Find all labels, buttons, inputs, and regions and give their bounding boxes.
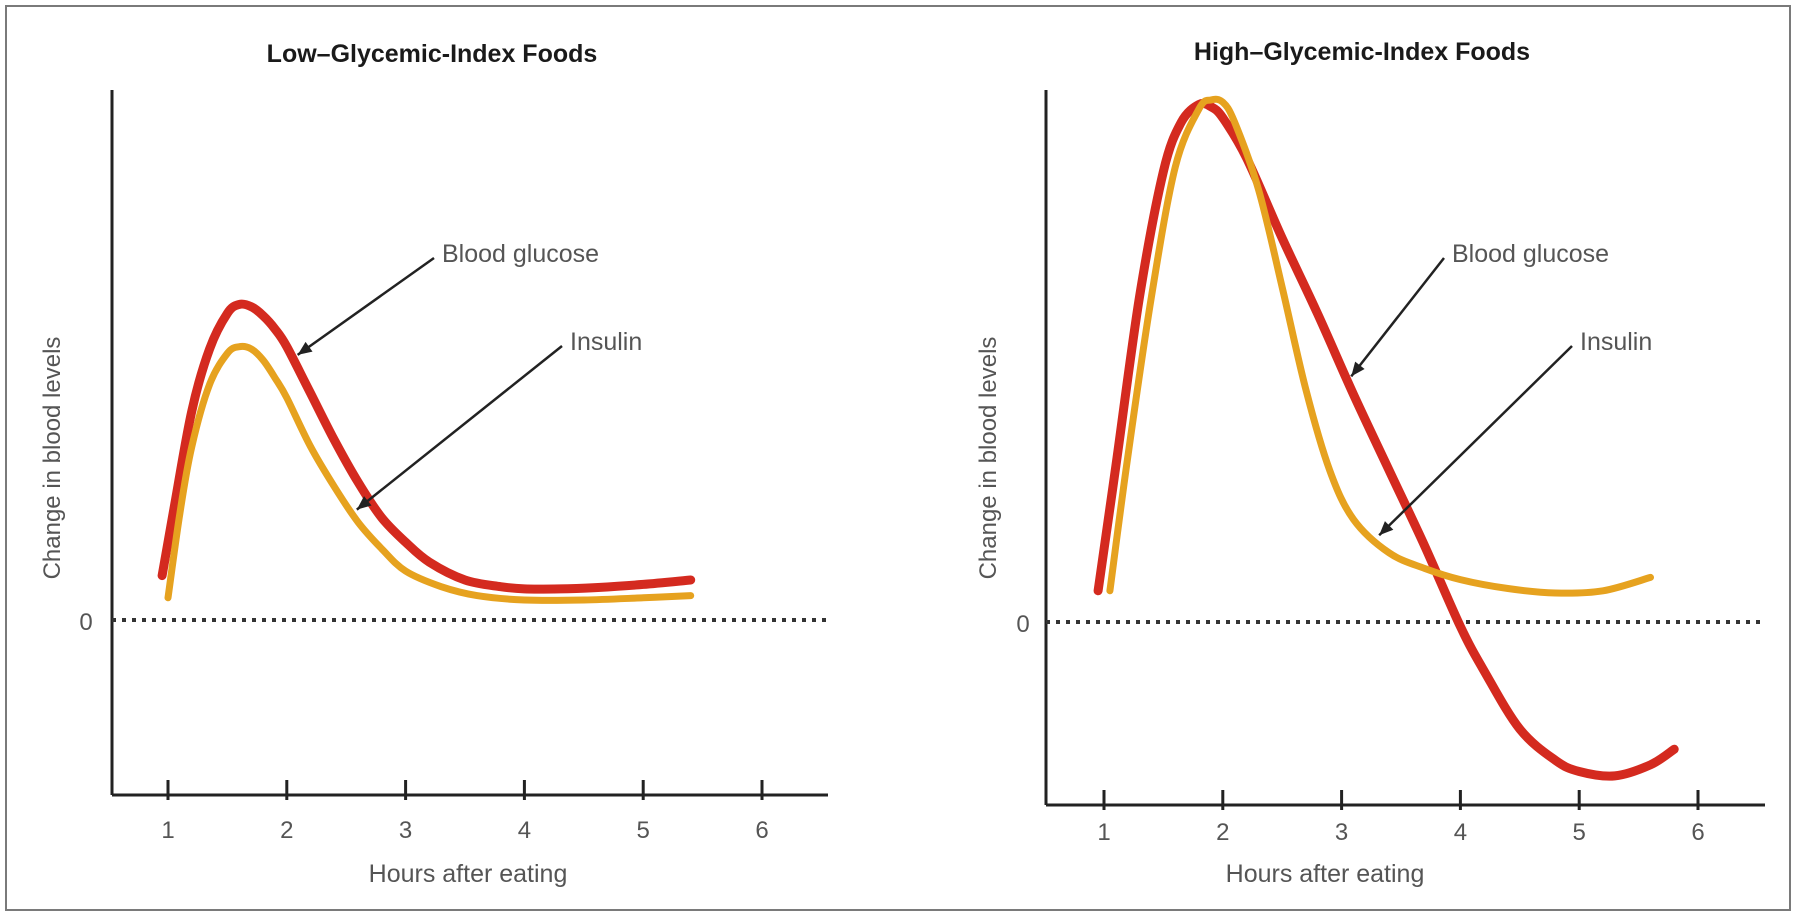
low-gi-x-tick-label-6: 6 xyxy=(755,817,768,844)
high-gi-blood-glucose-line xyxy=(1093,98,1679,781)
low-gi-x-tick-label-4: 4 xyxy=(518,817,531,844)
figure-border xyxy=(5,5,1791,911)
high-gi-blood-glucose-arrowhead xyxy=(1351,361,1365,377)
high-gi-x-tick-label-2: 2 xyxy=(1216,819,1229,846)
low-gi-blood-glucose-line xyxy=(157,299,696,594)
high-gi-x-tick-label-1: 1 xyxy=(1097,819,1110,846)
high-gi-x-tick-label-3: 3 xyxy=(1335,819,1348,846)
low-gi-y-axis-label: Change in blood levels xyxy=(39,337,66,580)
high-gi-x-tick-label-6: 6 xyxy=(1691,819,1704,846)
high-gi-y-axis-label: Change in blood levels xyxy=(975,337,1002,580)
high-gi-insulin-leader xyxy=(1378,345,1573,537)
low-gi-insulin-annotation: Insulin xyxy=(570,328,642,356)
high-gi-insulin-line xyxy=(1106,95,1654,597)
high-gi-chart-title: High–Glycemic-Index Foods xyxy=(1194,38,1530,66)
low-gi-chart-title: Low–Glycemic-Index Foods xyxy=(267,40,598,68)
high-gi-insulin-arrowhead xyxy=(1379,521,1394,536)
high-gi-blood-glucose-leader xyxy=(1350,257,1445,378)
low-gi-x-axis-label: Hours after eating xyxy=(369,860,568,888)
high-gi-x-axis-label: Hours after eating xyxy=(1226,860,1425,888)
low-gi-insulin-line xyxy=(164,342,695,604)
low-gi-x-tick-label-5: 5 xyxy=(637,817,650,844)
high-gi-chart: High–Glycemic-Index Foods Change in bloo… xyxy=(975,38,1765,888)
low-gi-chart: Low–Glycemic-Index Foods Change in blood… xyxy=(39,40,828,888)
low-gi-x-tick-label-3: 3 xyxy=(399,817,412,844)
low-gi-zero-tick-label: 0 xyxy=(79,609,92,636)
high-gi-x-tick-label-4: 4 xyxy=(1454,819,1467,846)
low-gi-blood-glucose-arrowhead xyxy=(297,341,313,355)
high-gi-insulin-annotation: Insulin xyxy=(1580,328,1652,356)
high-gi-x-tick-label-5: 5 xyxy=(1573,819,1586,846)
low-gi-blood-glucose-annotation: Blood glucose xyxy=(442,240,599,268)
high-gi-blood-glucose-annotation: Blood glucose xyxy=(1452,240,1609,268)
high-gi-zero-tick-label: 0 xyxy=(1016,611,1029,638)
low-gi-x-tick-label-2: 2 xyxy=(280,817,293,844)
low-gi-insulin-leader xyxy=(356,345,563,511)
low-gi-x-tick-label-1: 1 xyxy=(161,817,174,844)
low-gi-insulin-arrowhead xyxy=(356,496,372,510)
low-gi-blood-glucose-leader xyxy=(296,256,435,356)
